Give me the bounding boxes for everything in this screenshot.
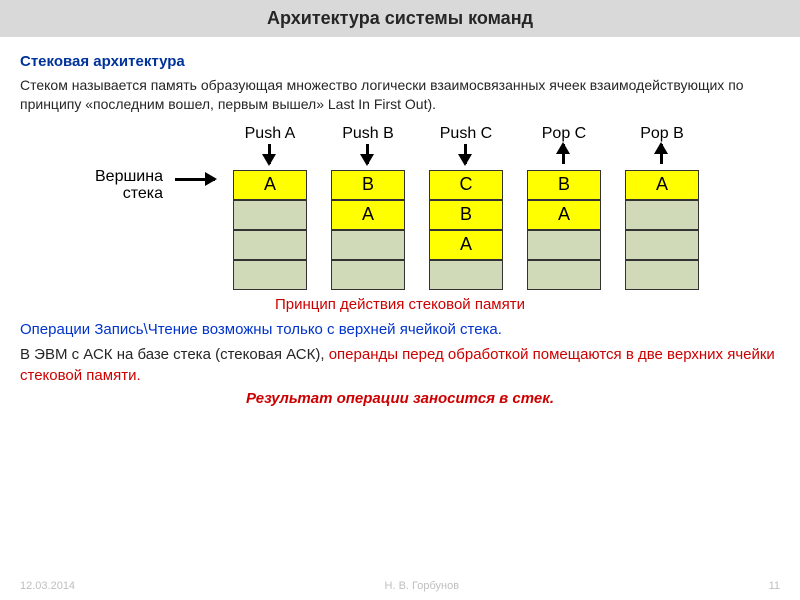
stack-column: Push A A [227, 124, 313, 290]
arrow-up-icon [660, 144, 663, 164]
stack-cell [233, 230, 307, 260]
vertex-arrow-container [175, 124, 215, 181]
vertex-label-line2: стека [123, 185, 163, 203]
stack-column: Push C CBA [423, 124, 509, 290]
stack-diagram: Вершина стека Push AAPush BBAPush CCBAPo… [20, 124, 780, 290]
stack-cell [233, 200, 307, 230]
diagram-caption: Принцип действия стековой памяти [20, 296, 780, 313]
stack-column: Pop B A [619, 124, 705, 290]
subtitle: Стековая архитектура [20, 53, 780, 70]
stack-operation-label: Push B [342, 124, 394, 144]
stack-cell: B [429, 200, 503, 230]
stack-cell [625, 260, 699, 290]
stack-cell: B [331, 170, 405, 200]
stack-cell: A [429, 230, 503, 260]
blue-note: Операции Запись\Чтение возможны только с… [20, 321, 780, 338]
arrow-down-icon [366, 144, 369, 164]
mixed-note-dark: В ЭВМ с АСК на базе стека (стековая АСК)… [20, 346, 329, 363]
stack-cell [429, 260, 503, 290]
stack-cell: C [429, 170, 503, 200]
arrow-up-icon [562, 144, 565, 164]
stack-cell [527, 260, 601, 290]
mixed-note: В ЭВМ с АСК на базе стека (стековая АСК)… [20, 344, 780, 386]
stack-column: Pop C BA [521, 124, 607, 290]
intro-paragraph: Стеком называется память образующая множ… [20, 76, 780, 114]
stack-operation-label: Push C [440, 124, 492, 144]
stack-cell: A [527, 200, 601, 230]
stack-cell: A [331, 200, 405, 230]
stack-cell [331, 260, 405, 290]
stack-cell: A [233, 170, 307, 200]
stack-cell [331, 230, 405, 260]
stack-cell: B [527, 170, 601, 200]
stack-cells: A [625, 170, 699, 290]
stack-cells: A [233, 170, 307, 290]
stack-column: Push B BA [325, 124, 411, 290]
stack-cells: BA [527, 170, 601, 290]
stack-cells: BA [331, 170, 405, 290]
stack-cells: CBA [429, 170, 503, 290]
stack-cell: A [625, 170, 699, 200]
page-title: Архитектура системы команд [0, 0, 800, 37]
vertex-label: Вершина стека [95, 124, 163, 203]
result-line: Результат операции заносится в стек. [20, 390, 780, 407]
stack-operation-label: Push A [245, 124, 296, 144]
vertex-label-line1: Вершина [95, 168, 163, 186]
stack-cell [527, 230, 601, 260]
stack-operation-label: Pop C [542, 124, 586, 144]
footer: 12.03.2014 Н. В. Горбунов 11 [0, 580, 800, 592]
content-area: Стековая архитектура Стеком называется п… [0, 37, 800, 407]
stack-cell [233, 260, 307, 290]
arrow-right-icon [175, 178, 215, 181]
footer-page: 11 [769, 580, 780, 592]
footer-author: Н. В. Горбунов [385, 580, 460, 592]
footer-date: 12.03.2014 [20, 580, 75, 592]
stack-operation-label: Pop B [640, 124, 684, 144]
stack-cell [625, 200, 699, 230]
stack-cell [625, 230, 699, 260]
arrow-down-icon [464, 144, 467, 164]
arrow-down-icon [268, 144, 271, 164]
